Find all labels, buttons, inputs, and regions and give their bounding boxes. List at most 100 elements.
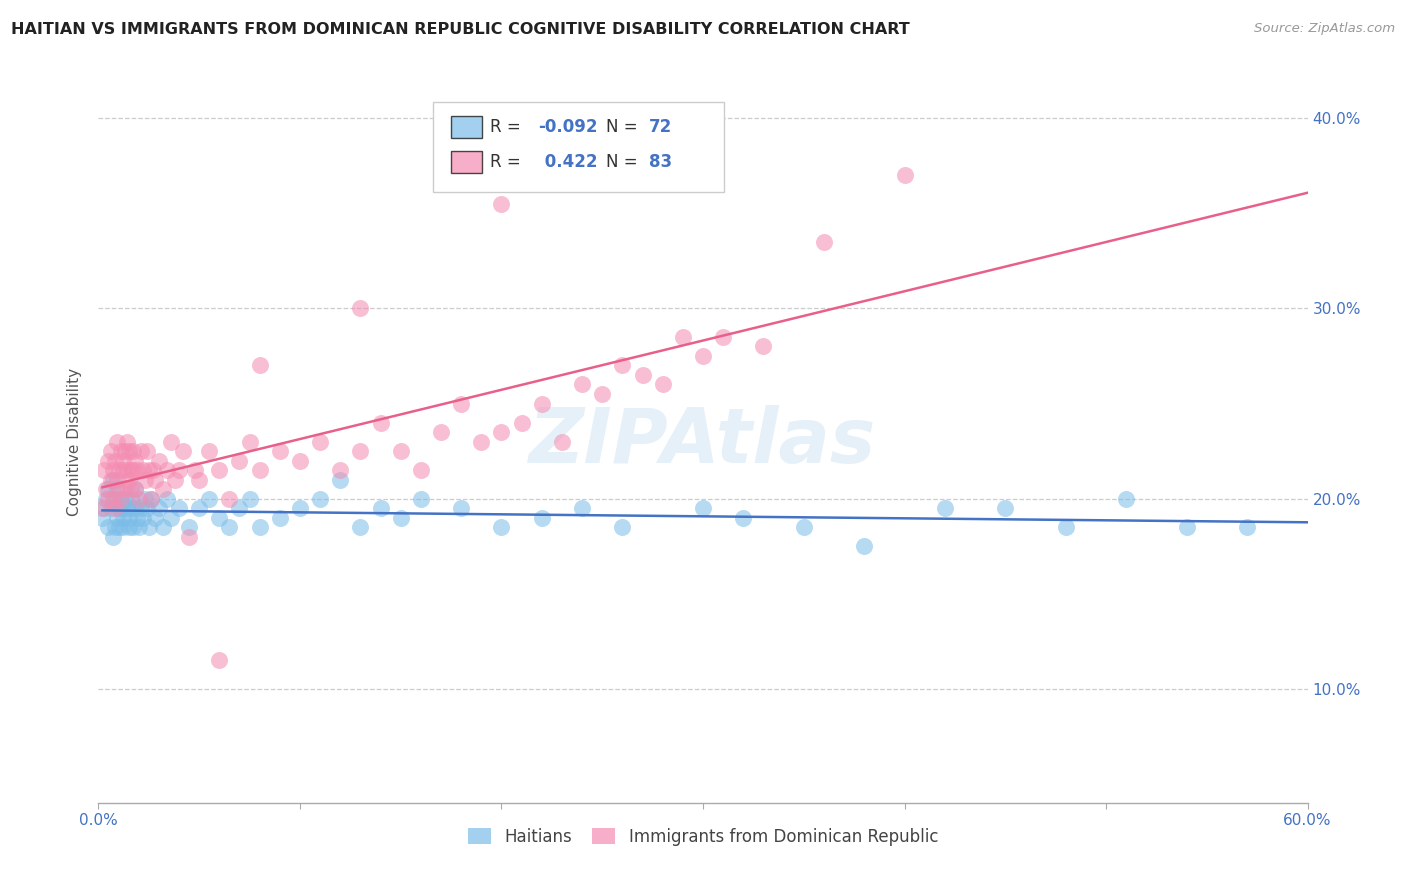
Point bbox=[103, 491, 125, 506]
Point bbox=[103, 520, 125, 534]
Point bbox=[228, 501, 250, 516]
Point bbox=[591, 387, 613, 401]
Point bbox=[1175, 520, 1198, 534]
Point bbox=[91, 501, 114, 516]
Point bbox=[107, 501, 129, 516]
Point bbox=[100, 444, 122, 458]
Y-axis label: Cognitive Disability: Cognitive Disability bbox=[67, 368, 83, 516]
Point bbox=[143, 473, 166, 487]
Point bbox=[370, 416, 392, 430]
Text: 72: 72 bbox=[648, 119, 672, 136]
Point bbox=[470, 434, 492, 449]
Point bbox=[853, 539, 876, 553]
Text: N =: N = bbox=[606, 119, 643, 136]
Point bbox=[148, 501, 170, 516]
Point bbox=[101, 473, 124, 487]
Point bbox=[188, 473, 211, 487]
Point bbox=[450, 501, 472, 516]
Point bbox=[115, 501, 138, 516]
Point bbox=[612, 520, 634, 534]
Point bbox=[97, 453, 120, 467]
Point bbox=[148, 453, 170, 467]
Point bbox=[530, 396, 553, 410]
Point bbox=[692, 349, 714, 363]
Point bbox=[491, 197, 513, 211]
Point bbox=[510, 416, 533, 430]
Text: N =: N = bbox=[606, 153, 643, 171]
Point bbox=[491, 425, 513, 439]
Point bbox=[329, 463, 352, 477]
Point bbox=[107, 463, 129, 477]
Point bbox=[101, 463, 124, 477]
Point bbox=[107, 520, 129, 534]
Point bbox=[120, 482, 142, 496]
Point bbox=[409, 491, 432, 506]
Point bbox=[228, 453, 250, 467]
Point bbox=[134, 491, 156, 506]
Point bbox=[115, 434, 138, 449]
Point bbox=[121, 444, 143, 458]
Point bbox=[111, 520, 134, 534]
Point bbox=[111, 510, 134, 524]
Point bbox=[156, 491, 179, 506]
Point bbox=[530, 510, 553, 524]
Point bbox=[103, 453, 125, 467]
Point bbox=[97, 482, 120, 496]
Point bbox=[288, 453, 311, 467]
Point bbox=[389, 444, 412, 458]
Point bbox=[1236, 520, 1258, 534]
Point bbox=[813, 235, 835, 249]
Point bbox=[115, 463, 138, 477]
Point bbox=[349, 520, 371, 534]
Point bbox=[114, 491, 136, 506]
Point bbox=[430, 425, 453, 439]
Point bbox=[551, 434, 574, 449]
Point bbox=[100, 473, 122, 487]
Point bbox=[107, 482, 129, 496]
Point bbox=[152, 520, 174, 534]
Point bbox=[125, 510, 148, 524]
Point bbox=[143, 510, 166, 524]
Point bbox=[128, 520, 150, 534]
Point bbox=[93, 501, 115, 516]
Point bbox=[198, 491, 221, 506]
Point bbox=[101, 530, 124, 544]
Point bbox=[218, 491, 240, 506]
Point bbox=[114, 482, 136, 496]
Point bbox=[269, 444, 291, 458]
Point bbox=[218, 520, 240, 534]
Point bbox=[97, 491, 120, 506]
Point bbox=[389, 510, 412, 524]
Point bbox=[121, 463, 143, 477]
Point bbox=[105, 510, 128, 524]
Point bbox=[167, 501, 190, 516]
Point bbox=[111, 463, 134, 477]
Point bbox=[288, 501, 311, 516]
Point bbox=[329, 473, 352, 487]
Point bbox=[118, 473, 141, 487]
Point bbox=[121, 520, 143, 534]
Text: ZIPAtlas: ZIPAtlas bbox=[529, 405, 877, 478]
Point bbox=[752, 339, 775, 353]
Point bbox=[135, 444, 157, 458]
Point bbox=[994, 501, 1017, 516]
Point bbox=[309, 491, 332, 506]
Point bbox=[124, 453, 146, 467]
Point bbox=[349, 444, 371, 458]
Point bbox=[135, 501, 157, 516]
Point bbox=[124, 501, 146, 516]
Point bbox=[934, 501, 956, 516]
Point bbox=[120, 501, 142, 516]
Point bbox=[163, 473, 186, 487]
Point bbox=[733, 510, 755, 524]
Point bbox=[96, 482, 118, 496]
Text: HAITIAN VS IMMIGRANTS FROM DOMINICAN REPUBLIC COGNITIVE DISABILITY CORRELATION C: HAITIAN VS IMMIGRANTS FROM DOMINICAN REP… bbox=[11, 22, 910, 37]
FancyBboxPatch shape bbox=[451, 151, 482, 173]
Point bbox=[711, 330, 734, 344]
Point bbox=[631, 368, 654, 382]
Point bbox=[93, 463, 115, 477]
FancyBboxPatch shape bbox=[433, 102, 724, 193]
Point bbox=[249, 359, 271, 373]
Point bbox=[91, 510, 114, 524]
Point bbox=[370, 501, 392, 516]
